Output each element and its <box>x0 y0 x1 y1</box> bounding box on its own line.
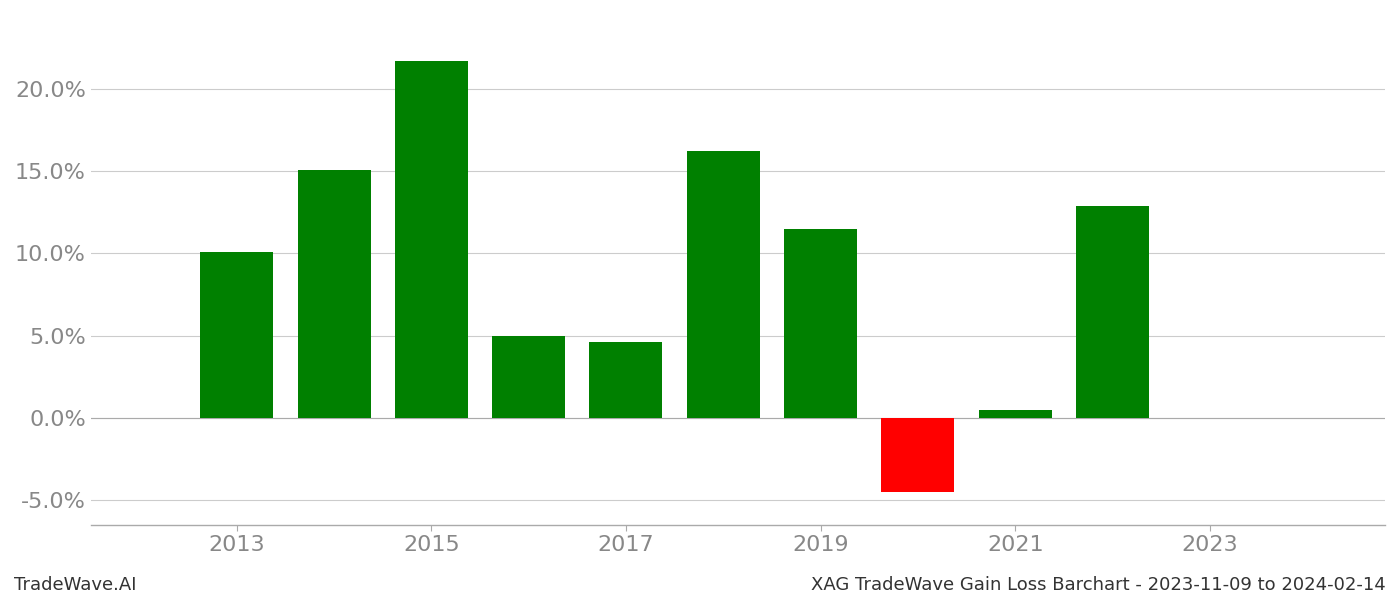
Bar <box>589 342 662 418</box>
Bar <box>979 410 1051 418</box>
Bar <box>784 229 857 418</box>
Bar <box>395 61 468 418</box>
Bar <box>687 151 760 418</box>
Bar <box>200 252 273 418</box>
Bar <box>493 335 566 418</box>
Text: TradeWave.AI: TradeWave.AI <box>14 576 137 594</box>
Text: XAG TradeWave Gain Loss Barchart - 2023-11-09 to 2024-02-14: XAG TradeWave Gain Loss Barchart - 2023-… <box>811 576 1386 594</box>
Bar <box>882 418 955 492</box>
Bar <box>1077 206 1149 418</box>
Bar <box>298 170 371 418</box>
